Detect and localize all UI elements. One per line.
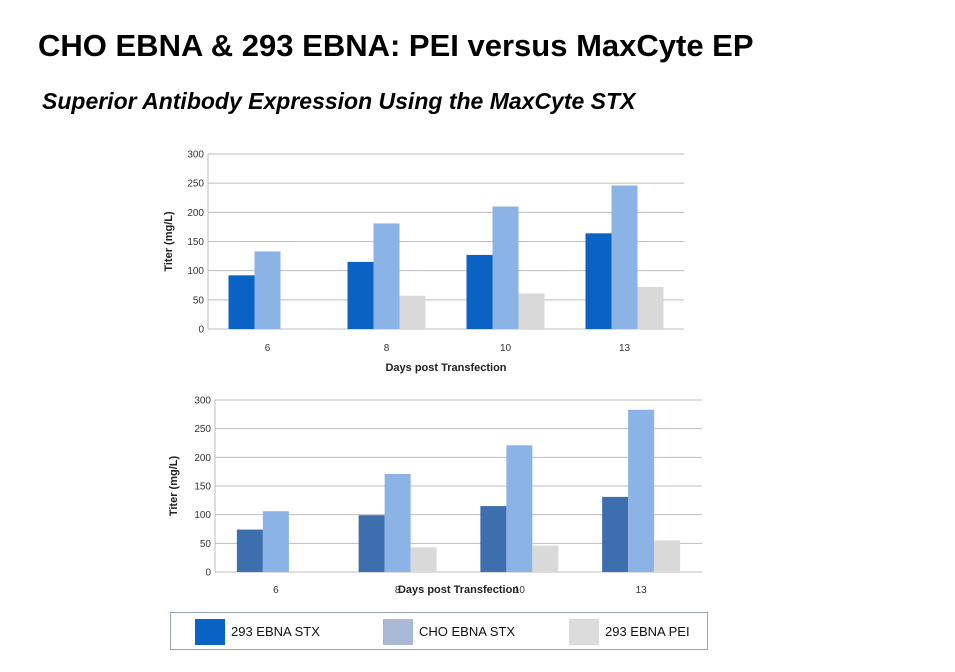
bar-day-8-series-3	[410, 547, 437, 572]
bar-day-13-series-1	[602, 496, 629, 572]
y-tick-label: 50	[193, 295, 205, 306]
x-axis-label: Days post Transfection	[398, 584, 519, 596]
slide-subtitle: Superior Antibody Expression Using the M…	[42, 88, 636, 114]
chart-293-ebna: 0 50 100 150 200 250 300 6 8 10 13 Days post Transf…	[163, 150, 684, 374]
x-tick-label: 13	[619, 343, 631, 354]
bar-day-10-series-1	[466, 254, 493, 329]
y-tick-label: 150	[187, 237, 204, 248]
bar-day-8-series-1	[347, 261, 374, 329]
y-tick-label: 50	[200, 539, 212, 550]
slide-title: CHO EBNA & 293 EBNA: PEI versus MaxCyte …	[38, 28, 754, 63]
bar-day-8-series-2	[373, 223, 400, 329]
y-axis-label: Titer (mg/L)	[163, 211, 175, 272]
y-tick-label: 250	[194, 424, 211, 435]
bar-day-6-series-1	[228, 275, 255, 329]
legend-label: CHO EBNA STX	[419, 624, 516, 639]
bar-day-6-series-2	[254, 251, 281, 329]
legend-label: 293 EBNA STX	[231, 624, 320, 639]
y-tick-label: 200	[194, 453, 211, 464]
y-tick-label: 300	[187, 150, 204, 161]
chart-cho-ebna: 0 50 100 150 200 250 300 6 8 10 13 Days post Transf…	[168, 396, 702, 596]
bar-day-10-series-1	[480, 506, 507, 572]
bar-day-8-series-3	[399, 295, 426, 329]
legend-label: 293 EBNA PEI	[605, 624, 690, 639]
bar-day-13-series-2	[611, 185, 638, 329]
y-tick-label: 250	[187, 179, 204, 190]
x-tick-label: 10	[500, 343, 512, 354]
x-tick-label: 8	[395, 585, 401, 596]
bar-day-8-series-2	[384, 473, 411, 572]
bar-day-13-series-3	[637, 287, 664, 329]
bar-day-10-series-3	[518, 293, 545, 329]
x-tick-label: 6	[265, 343, 271, 354]
x-tick-label: 13	[636, 585, 648, 596]
y-tick-label: 300	[194, 396, 211, 407]
bar-day-10-series-3	[532, 545, 559, 572]
bar-day-10-series-2	[506, 445, 533, 572]
bar-day-13-series-3	[654, 540, 681, 572]
y-tick-label: 100	[194, 510, 211, 521]
bar-day-13-series-1	[585, 233, 612, 329]
y-tick-label: 0	[205, 568, 211, 579]
bar-day-8-series-1	[358, 515, 385, 572]
y-axis-label: Titer (mg/L)	[168, 456, 180, 517]
bar-day-10-series-2	[492, 206, 519, 329]
x-axis-label: Days post Transfection	[385, 362, 506, 374]
chart-legend: 293 EBNA STX CHO EBNA STX 293 EBNA PEI	[170, 612, 708, 650]
legend-swatch	[569, 619, 599, 645]
bar-day-13-series-2	[628, 409, 655, 572]
x-tick-label: 6	[273, 585, 279, 596]
y-tick-label: 150	[194, 482, 211, 493]
x-tick-label: 8	[384, 343, 390, 354]
legend-swatch	[195, 619, 225, 645]
bar-day-6-series-2	[262, 511, 289, 572]
y-tick-label: 200	[187, 208, 204, 219]
bar-day-6-series-1	[236, 529, 263, 572]
x-tick-label: 10	[514, 585, 526, 596]
y-tick-label: 0	[198, 325, 204, 336]
y-tick-label: 100	[187, 266, 204, 277]
legend-swatch	[383, 619, 413, 645]
